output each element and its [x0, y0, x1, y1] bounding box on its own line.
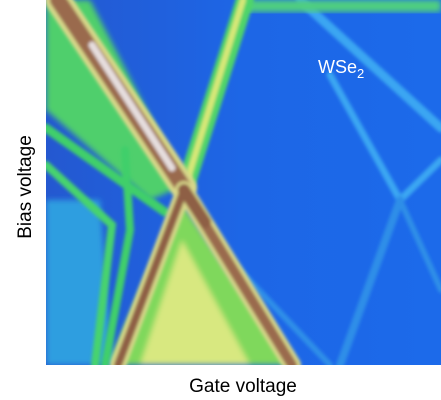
figure: WSe2 Gate voltage Bias voltage [0, 0, 441, 400]
annotation-subscript: 2 [357, 66, 364, 81]
annotation-text: WSe [318, 57, 357, 77]
x-axis-label: Gate voltage [189, 376, 297, 397]
heatmap [46, 0, 441, 365]
y-axis-label: Bias voltage [15, 135, 36, 239]
